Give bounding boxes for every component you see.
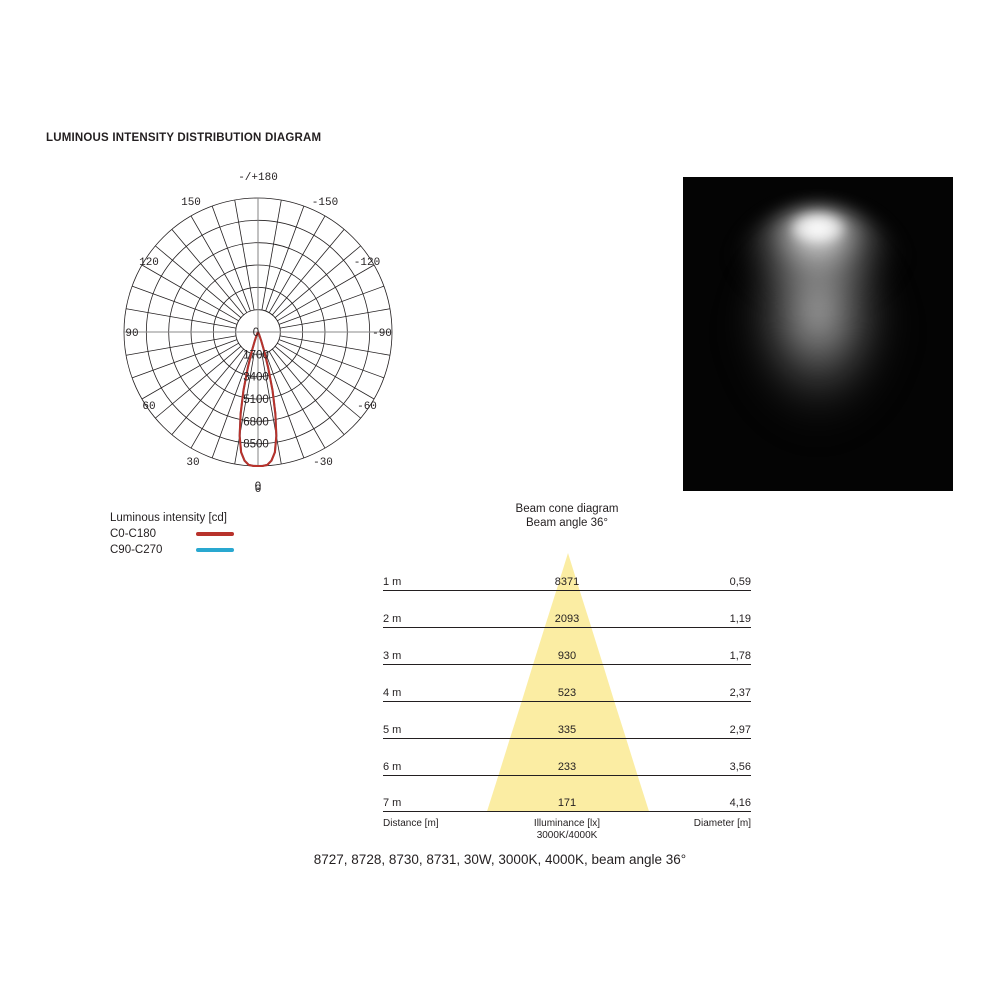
polar-angle-label: 150 bbox=[181, 197, 201, 209]
polar-radial-label: 6800 bbox=[243, 416, 269, 428]
polar-angle-label: 30 bbox=[186, 457, 199, 469]
footer-illuminance-line2: 3000K/4000K bbox=[536, 830, 598, 841]
cell-diameter: 4,16 bbox=[729, 797, 751, 810]
legend-label-c90-c270: C90-C270 bbox=[110, 544, 163, 556]
beam-cone-title-line2: Beam angle 36° bbox=[526, 517, 608, 529]
polar-angle-label: 120 bbox=[139, 257, 159, 269]
table-row: 2 m 2093 1,19 bbox=[383, 607, 751, 628]
cell-illuminance: 233 bbox=[557, 760, 577, 773]
cell-diameter: 2,37 bbox=[729, 686, 751, 699]
legend-swatch-c0-c180 bbox=[196, 532, 234, 536]
cell-diameter: 1,19 bbox=[729, 612, 751, 625]
footer-illuminance-line1: Illuminance [lx] bbox=[533, 818, 601, 829]
polar-chart-svg: -/+180 -150 150 -120 120 -90 90 -60 60 -30 30 0 0 17… bbox=[123, 172, 393, 496]
cell-illuminance: 171 bbox=[557, 797, 577, 810]
beam-cone-title: Beam cone diagram Beam angle 36° bbox=[383, 502, 751, 530]
cell-distance: 5 m bbox=[383, 723, 402, 736]
polar-angle-label: -30 bbox=[313, 457, 333, 469]
footer-distance-label: Distance [m] bbox=[383, 818, 439, 829]
beam-photo-panel bbox=[683, 177, 953, 491]
table-row: 6 m 233 3,56 bbox=[383, 755, 751, 776]
beam-cone-footer: Distance [m] Illuminance [lx] 3000K/4000… bbox=[383, 818, 751, 852]
page-title: LUMINOUS INTENSITY DISTRIBUTION DIAGRAM bbox=[46, 132, 322, 144]
polar-angle-label: 0 bbox=[255, 484, 262, 496]
cell-illuminance: 523 bbox=[557, 686, 577, 699]
cell-distance: 7 m bbox=[383, 797, 402, 810]
table-row: 3 m 930 1,78 bbox=[383, 644, 751, 665]
beam-cone-table: 1 m 8371 0,59 2 m 2093 1,19 3 m 930 1,78 4 m 523 2,… bbox=[383, 545, 751, 835]
polar-angle-label: -120 bbox=[354, 257, 380, 269]
beam-cone-shape bbox=[487, 553, 649, 812]
polar-angle-label: -60 bbox=[357, 401, 377, 413]
polar-angle-label: -90 bbox=[372, 328, 392, 340]
polar-angle-label: 90 bbox=[125, 328, 138, 340]
polar-radial-labels: 0 1700 3400 5100 6800 8500 0 bbox=[243, 327, 269, 493]
beam-cone-title-line1: Beam cone diagram bbox=[515, 503, 619, 515]
beam-glow-body bbox=[728, 237, 908, 487]
legend-title: Luminous intensity [cd] bbox=[110, 512, 227, 524]
cell-diameter: 2,97 bbox=[729, 723, 751, 736]
polar-radial-label: 0 bbox=[253, 327, 259, 339]
cell-diameter: 1,78 bbox=[729, 649, 751, 662]
cell-distance: 1 m bbox=[383, 576, 402, 588]
cell-distance: 3 m bbox=[383, 649, 402, 662]
polar-radial-label: 3400 bbox=[243, 372, 269, 384]
cell-distance: 6 m bbox=[383, 760, 402, 773]
table-row: 5 m 335 2,97 bbox=[383, 718, 751, 739]
polar-radial-label: 8500 bbox=[243, 439, 269, 451]
cell-distance: 2 m bbox=[383, 612, 402, 625]
polar-bottom-zero-label: 0 bbox=[255, 481, 261, 493]
table-row: 1 m 8371 0,59 bbox=[383, 570, 751, 591]
luminous-intensity-polar-chart: -/+180 -150 150 -120 120 -90 90 -60 60 -30 30 0 0 17… bbox=[60, 160, 460, 510]
polar-radial-label: 1700 bbox=[243, 349, 269, 361]
beam-glow-hotspot bbox=[791, 213, 845, 243]
legend-swatch-c90-c270 bbox=[196, 548, 234, 552]
footer-diameter-label: Diameter [m] bbox=[693, 818, 751, 829]
polar-legend: Luminous intensity [cd] C0-C180 C90-C270 bbox=[110, 512, 370, 558]
figure-caption: 8727, 8728, 8730, 8731, 30W, 3000K, 4000… bbox=[313, 852, 687, 867]
cell-illuminance: 2093 bbox=[554, 612, 580, 625]
polar-curve-c0-c180 bbox=[238, 331, 278, 468]
polar-angle-label: -150 bbox=[312, 197, 338, 209]
polar-series-c0-c180 bbox=[238, 331, 278, 468]
cell-diameter: 3,56 bbox=[729, 760, 751, 773]
cell-distance: 4 m bbox=[383, 686, 402, 699]
legend-label-c0-c180: C0-C180 bbox=[110, 528, 157, 540]
cell-illuminance: 335 bbox=[557, 723, 577, 736]
legend-item-c90-c270: C90-C270 bbox=[110, 542, 370, 558]
cell-diameter: 0,59 bbox=[729, 576, 751, 588]
footer-illuminance-label: Illuminance [lx] 3000K/4000K bbox=[383, 818, 751, 842]
cell-illuminance: 930 bbox=[557, 649, 577, 662]
table-row: 7 m 171 4,16 bbox=[383, 791, 751, 813]
polar-radial-label: 5100 bbox=[243, 394, 269, 406]
cell-illuminance: 8371 bbox=[554, 576, 580, 588]
legend-item-c0-c180: C0-C180 bbox=[110, 526, 370, 542]
polar-angle-label: 60 bbox=[142, 401, 155, 413]
polar-angle-label: -/+180 bbox=[238, 172, 278, 184]
beam-cone-polygon bbox=[487, 553, 649, 812]
polar-angle-labels: -/+180 -150 150 -120 120 -90 90 -60 60 -30 30 0 bbox=[125, 172, 392, 496]
table-row: 4 m 523 2,37 bbox=[383, 681, 751, 702]
